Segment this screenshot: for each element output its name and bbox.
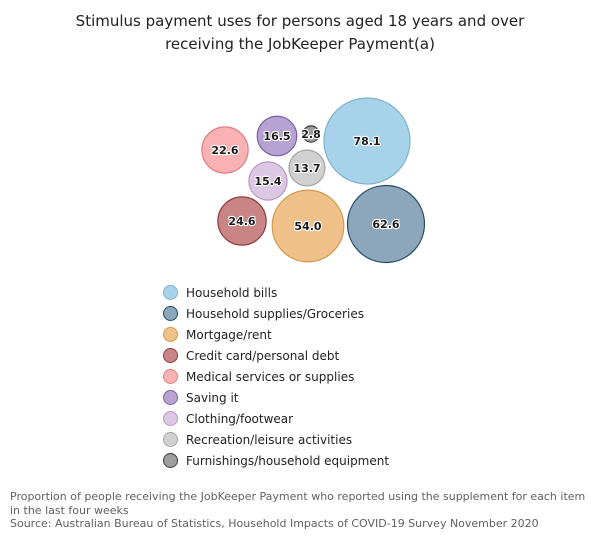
legend-item-credit-card-personal-debt[interactable]: Credit card/personal debt xyxy=(163,345,389,366)
legend-swatch-household-supplies-groceries xyxy=(163,306,178,321)
chart-title-line-2: receiving the JobKeeper Payment(a) xyxy=(165,35,435,53)
bubble-household-supplies-groceries[interactable] xyxy=(346,184,426,264)
legend-swatch-clothing-footwear xyxy=(163,411,178,426)
chart-legend: Household bills Household supplies/Grocer… xyxy=(163,282,389,471)
bubble-value-label-clothing-footwear: 15.4 xyxy=(254,175,281,188)
legend-swatch-furnishings-household-equipment xyxy=(163,453,178,468)
legend-label-mortgage-rent: Mortgage/rent xyxy=(186,327,272,342)
bubble-furnishings-household-equipment[interactable] xyxy=(302,125,320,143)
legend-item-saving-it[interactable]: Saving it xyxy=(163,387,389,408)
chart-title-line-1: Stimulus payment uses for persons aged 1… xyxy=(75,12,525,30)
legend-item-furnishings-household-equipment[interactable]: Furnishings/household equipment xyxy=(163,450,389,471)
legend-swatch-medical-services-or-supplies xyxy=(163,369,178,384)
bubble-value-label-household-supplies-groceries: 62.6 xyxy=(372,218,399,231)
bubble-mortgage-rent[interactable] xyxy=(271,189,345,263)
legend-swatch-recreation-leisure-activities xyxy=(163,432,178,447)
bubble-value-label-credit-card-personal-debt: 24.6 xyxy=(228,215,255,228)
legend-label-household-bills: Household bills xyxy=(186,285,278,300)
bubble-household-bills[interactable] xyxy=(323,97,411,185)
bubble-medical-services-or-supplies[interactable] xyxy=(201,126,249,174)
legend-label-credit-card-personal-debt: Credit card/personal debt xyxy=(186,348,340,363)
legend-label-recreation-leisure-activities: Recreation/leisure activities xyxy=(186,432,353,447)
legend-swatch-mortgage-rent xyxy=(163,327,178,342)
legend-item-recreation-leisure-activities[interactable]: Recreation/leisure activities xyxy=(163,429,389,450)
bubble-value-label-saving-it: 16.5 xyxy=(263,130,290,143)
bubble-recreation-leisure-activities[interactable] xyxy=(288,149,326,187)
bubble-clothing-footwear[interactable] xyxy=(248,161,288,201)
legend-label-saving-it: Saving it xyxy=(186,390,239,405)
bubble-value-label-furnishings-household-equipment: 2.8 xyxy=(301,128,321,141)
chart-title: Stimulus payment uses for persons aged 1… xyxy=(0,10,600,56)
footnote-source: Source: Australian Bureau of Statistics,… xyxy=(10,517,539,530)
bubble-chart: 78.1 62.6 54.0 24.6 22.6 16.5 15.4 13.7 2.8 xyxy=(201,97,426,264)
footnote-description: Proportion of people receiving the JobKe… xyxy=(10,490,586,517)
legend-item-household-bills[interactable]: Household bills xyxy=(163,282,389,303)
legend-label-household-supplies-groceries: Household supplies/Groceries xyxy=(186,306,364,321)
bubble-value-label-recreation-leisure-activities: 13.7 xyxy=(293,162,320,175)
bubble-value-label-medical-services-or-supplies: 22.6 xyxy=(211,144,238,157)
legend-label-clothing-footwear: Clothing/footwear xyxy=(186,411,294,426)
bubble-value-label-household-bills: 78.1 xyxy=(353,135,380,148)
legend-item-household-supplies-groceries[interactable]: Household supplies/Groceries xyxy=(163,303,389,324)
legend-item-clothing-footwear[interactable]: Clothing/footwear xyxy=(163,408,389,429)
legend-swatch-household-bills xyxy=(163,285,178,300)
bubble-saving-it[interactable] xyxy=(256,115,298,157)
legend-swatch-credit-card-personal-debt xyxy=(163,348,178,363)
bubble-value-label-mortgage-rent: 54.0 xyxy=(294,220,321,233)
legend-label-furnishings-household-equipment: Furnishings/household equipment xyxy=(186,453,390,468)
legend-item-medical-services-or-supplies[interactable]: Medical services or supplies xyxy=(163,366,389,387)
legend-item-mortgage-rent[interactable]: Mortgage/rent xyxy=(163,324,389,345)
chart-footnote: Proportion of people receiving the JobKe… xyxy=(10,490,595,531)
legend-swatch-saving-it xyxy=(163,390,178,405)
legend-label-medical-services-or-supplies: Medical services or supplies xyxy=(186,369,355,384)
bubble-credit-card-personal-debt[interactable] xyxy=(217,196,267,246)
